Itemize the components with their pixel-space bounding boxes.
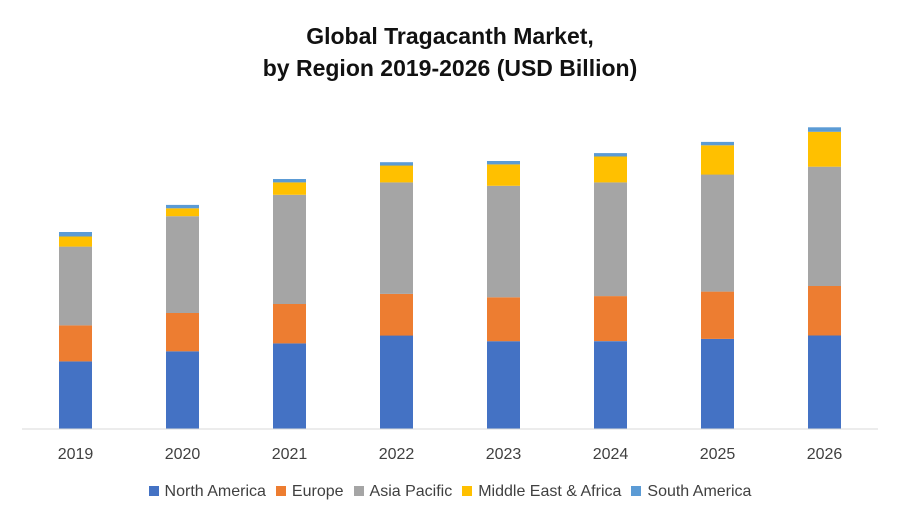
legend-swatch-north-america [148, 486, 159, 496]
bar-2022-europe [380, 293, 413, 336]
x-tick-label-2024: 2024 [593, 446, 629, 463]
bar-2021-europe [273, 304, 306, 344]
bar-2019-europe [59, 325, 92, 362]
bar-2024-middle-east-africa [594, 156, 627, 183]
bar-2026-north-america [808, 335, 841, 429]
bar-2023-europe [487, 297, 520, 342]
bar-2020-north-america [166, 351, 199, 429]
bar-2026-europe [808, 286, 841, 336]
legend-swatch-middle-east-africa [462, 486, 473, 496]
legend-label-asia-pacific: Asia Pacific [369, 483, 453, 500]
bar-2022-south-america [380, 162, 413, 166]
bar-2024-asia-pacific [594, 182, 627, 297]
bar-2023-middle-east-africa [487, 164, 520, 186]
bar-2020-south-america [166, 204, 199, 209]
x-tick-label-2019: 2019 [58, 446, 94, 463]
x-tick-label-2020: 2020 [165, 446, 201, 463]
bar-2022-north-america [380, 335, 413, 429]
bar-2020-europe [166, 313, 199, 352]
bar-2026-south-america [808, 127, 841, 132]
bar-2020-middle-east-africa [166, 208, 199, 217]
legend-swatch-south-america [631, 486, 642, 496]
legend-swatch-europe [275, 486, 286, 496]
legend-item-north-america: North America [148, 483, 266, 501]
bar-2024-europe [594, 296, 627, 342]
bar-2026-middle-east-africa [808, 131, 841, 167]
bar-2025-south-america [701, 141, 734, 146]
legend-item-asia-pacific: Asia Pacific [353, 483, 453, 501]
bars-layer [59, 127, 841, 429]
chart-legend: North America Europe Asia Pacific Middle Ea… [0, 483, 900, 501]
bar-2021-middle-east-africa [273, 182, 306, 195]
x-tick-label-2026: 2026 [807, 446, 843, 463]
bar-2021-south-america [273, 179, 306, 183]
bar-2020-asia-pacific [166, 216, 199, 313]
legend-label-south-america: South America [647, 483, 752, 500]
legend-item-europe: Europe [275, 483, 344, 501]
bar-2025-europe [701, 291, 734, 339]
bar-2019-south-america [59, 232, 92, 237]
bar-2025-north-america [701, 338, 734, 429]
bar-2019-middle-east-africa [59, 236, 92, 247]
legend-item-middle-east-africa: Middle East & Africa [462, 483, 621, 501]
x-tick-label-2021: 2021 [272, 446, 308, 463]
bar-2024-south-america [594, 153, 627, 157]
bar-2023-south-america [487, 161, 520, 165]
bar-2026-asia-pacific [808, 166, 841, 286]
legend-swatch-asia-pacific [353, 486, 364, 496]
bar-2022-middle-east-africa [380, 165, 413, 183]
x-tick-label-2025: 2025 [700, 446, 736, 463]
bar-2021-asia-pacific [273, 194, 306, 304]
legend-label-north-america: North America [164, 483, 266, 500]
bar-2019-north-america [59, 361, 92, 429]
x-tick-labels: 2019 2020 2021 2022 2023 2024 2025 2026 [58, 446, 843, 463]
bar-2023-north-america [487, 341, 520, 429]
bar-2025-middle-east-africa [701, 145, 734, 175]
chart-title-line-2: by Region 2019-2026 (USD Billion) [262, 55, 638, 81]
chart-title: Global Tragacanth Market, by Region 2019… [0, 20, 900, 84]
legend-label-europe: Europe [291, 483, 344, 500]
chart-title-line-1: Global Tragacanth Market, [306, 23, 594, 49]
legend-label-middle-east-africa: Middle East & Africa [478, 483, 622, 500]
bar-2024-north-america [594, 341, 627, 429]
legend-item-south-america: South America [631, 483, 751, 501]
bar-2025-asia-pacific [701, 174, 734, 292]
bar-2023-asia-pacific [487, 185, 520, 298]
x-tick-label-2023: 2023 [486, 446, 522, 463]
x-tick-label-2022: 2022 [379, 446, 415, 463]
bar-2021-north-america [273, 343, 306, 429]
bar-2019-asia-pacific [59, 246, 92, 326]
bar-2022-asia-pacific [380, 182, 413, 294]
